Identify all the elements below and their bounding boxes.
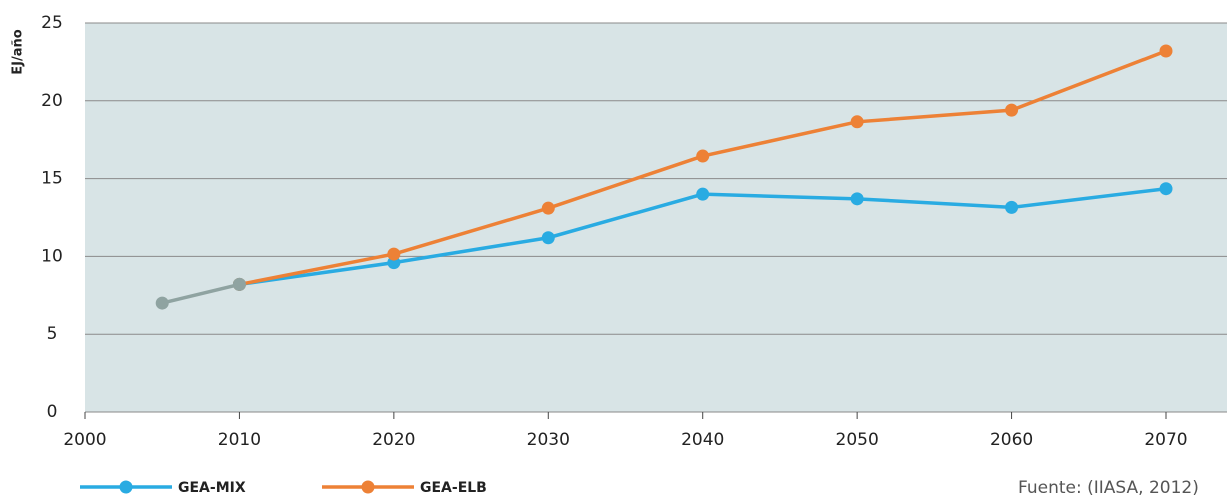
series-point [850, 192, 864, 206]
series-point [1005, 200, 1019, 214]
source: Fuente: (IIASA, 2012) [1018, 478, 1199, 495]
series-point [1159, 44, 1173, 58]
x-tick-label: 2000 [63, 430, 106, 450]
series-point [1005, 103, 1019, 117]
y-tick-label: 25 [41, 13, 63, 33]
y-axis-label: EJ/año [11, 29, 26, 74]
x-tick-label: 2070 [1144, 430, 1187, 450]
legend-marker [361, 480, 375, 494]
series-line [161, 282, 240, 305]
x-tick-label: 2010 [218, 430, 261, 450]
series-point [850, 115, 864, 129]
x-tick-label: 2060 [990, 430, 1033, 450]
y-tick-label: 20 [41, 91, 63, 111]
x-tick-label: 2040 [681, 430, 724, 450]
plot-background [85, 23, 1227, 412]
legend-label: GEA-MIX [178, 480, 246, 495]
y-tick-label: 15 [41, 169, 63, 189]
series-point [387, 247, 401, 261]
x-tick-label: 2020 [372, 430, 415, 450]
legend-marker [119, 480, 133, 494]
series-point [155, 296, 169, 310]
series-point [696, 149, 710, 163]
series-point [232, 277, 246, 291]
y-tick-label: 0 [47, 402, 58, 422]
series-point [1159, 182, 1173, 196]
x-tick-label: 2050 [836, 430, 879, 450]
x-tick-label: 2030 [527, 430, 570, 450]
legend-label: GEA-ELB [420, 480, 487, 495]
series-point [541, 231, 555, 245]
y-tick-label: 5 [47, 324, 58, 344]
series-point [696, 187, 710, 201]
series-point [541, 201, 555, 215]
y-tick-label: 10 [41, 246, 63, 266]
